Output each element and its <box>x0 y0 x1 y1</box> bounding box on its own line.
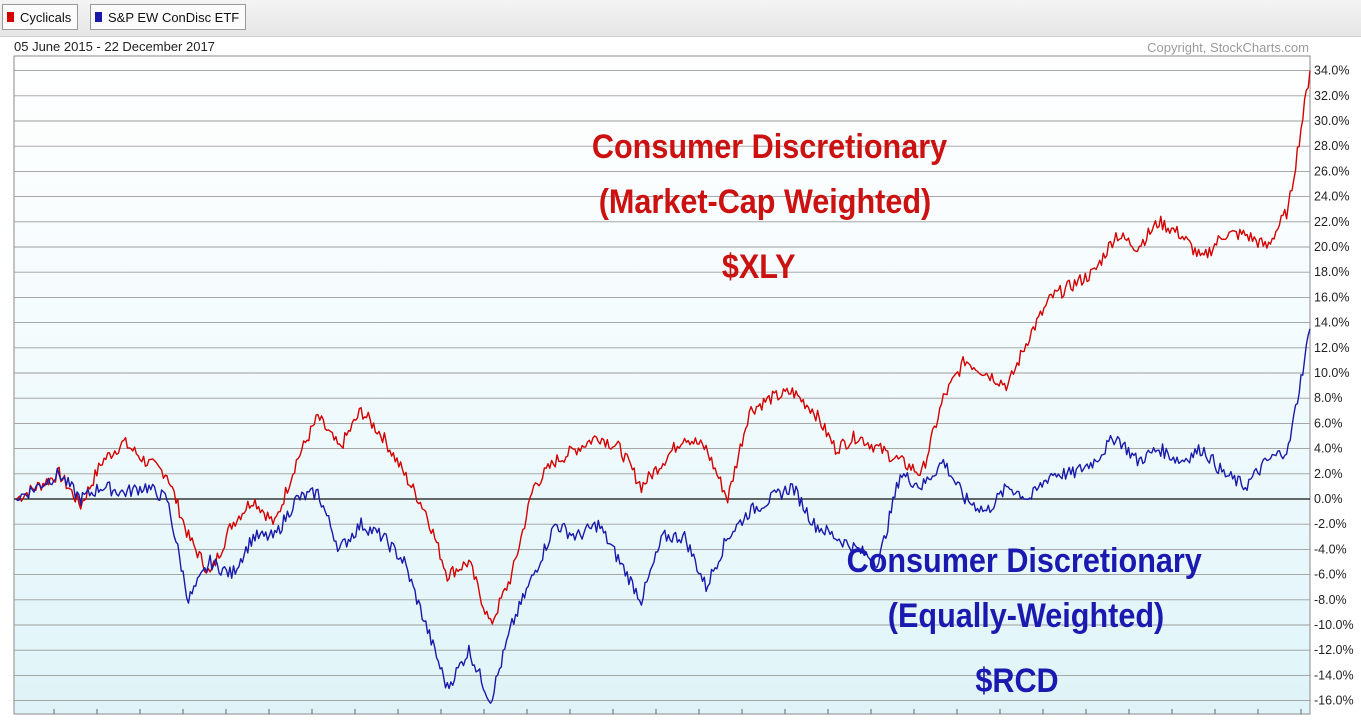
y-tick-label: -2.0% <box>1314 517 1347 531</box>
annotation-rcd-line2: (Equally-Weighted) <box>888 597 1164 635</box>
y-tick-label: 18.0% <box>1314 265 1349 279</box>
plot-area <box>13 55 1311 715</box>
y-tick-label: 10.0% <box>1314 366 1349 380</box>
annotation-xly: Consumer Discretionary (Market-Cap Weigh… <box>592 128 947 286</box>
y-tick-label: 6.0% <box>1314 416 1343 430</box>
series-line-ew-condisc <box>15 328 1311 704</box>
y-tick-label: 32.0% <box>1314 89 1349 103</box>
y-tick-label: -14.0% <box>1314 668 1354 682</box>
legend-swatch-cyclicals <box>7 12 14 22</box>
y-tick-label: 28.0% <box>1314 139 1349 153</box>
y-tick-label: -8.0% <box>1314 593 1347 607</box>
y-tick-label: 8.0% <box>1314 391 1343 405</box>
y-tick-label: 22.0% <box>1314 215 1349 229</box>
legend-label-cyclicals: Cyclicals <box>20 9 72 25</box>
legend-item-ew-condisc[interactable]: S&P EW ConDisc ETF <box>90 4 247 30</box>
legend-label-ew-condisc: S&P EW ConDisc ETF <box>108 9 240 25</box>
x-ticks <box>53 709 1302 714</box>
annotation-rcd: Consumer Discretionary (Equally-Weighted… <box>847 542 1202 700</box>
legend-bar: Cyclicals S&P EW ConDisc ETF <box>0 0 1361 37</box>
y-tick-label: 26.0% <box>1314 164 1349 178</box>
y-tick-label: 14.0% <box>1314 316 1349 330</box>
y-tick-label: 20.0% <box>1314 240 1349 254</box>
y-tick-label: -16.0% <box>1314 694 1354 708</box>
y-tick-label: 30.0% <box>1314 114 1349 128</box>
y-tick-label: 12.0% <box>1314 341 1349 355</box>
y-tick-label: 0.0% <box>1314 492 1343 506</box>
legend-swatch-ew-condisc <box>95 12 102 22</box>
y-tick-label: -10.0% <box>1314 618 1354 632</box>
y-tick-label: 34.0% <box>1314 64 1349 78</box>
y-axis: 34.0% 32.0% 30.0% 28.0% 26.0% 24.0% 22.0% 20.0%… <box>1314 64 1354 708</box>
copyright-notice: Copyright, StockCharts.com <box>1147 40 1309 55</box>
series-lines <box>15 70 1311 704</box>
y-tick-label: -6.0% <box>1314 568 1347 582</box>
y-tick-label: 24.0% <box>1314 190 1349 204</box>
series-line-cyclicals <box>15 70 1311 625</box>
y-tick-label: -4.0% <box>1314 542 1347 556</box>
y-tick-label: 16.0% <box>1314 290 1349 304</box>
y-tick-label: -12.0% <box>1314 643 1354 657</box>
annotation-rcd-line3: $RCD <box>975 662 1058 700</box>
annotation-xly-line2: (Market-Cap Weighted) <box>599 183 931 221</box>
annotation-xly-line3: $XLY <box>722 248 796 286</box>
y-tick-label: 2.0% <box>1314 467 1343 481</box>
y-tick-label: 4.0% <box>1314 442 1343 456</box>
grid <box>14 70 1310 702</box>
legend-item-cyclicals[interactable]: Cyclicals <box>2 4 79 30</box>
annotation-xly-line1: Consumer Discretionary <box>592 128 947 166</box>
annotation-rcd-line1: Consumer Discretionary <box>847 542 1202 580</box>
date-range: 05 June 2015 - 22 December 2017 <box>14 39 215 54</box>
